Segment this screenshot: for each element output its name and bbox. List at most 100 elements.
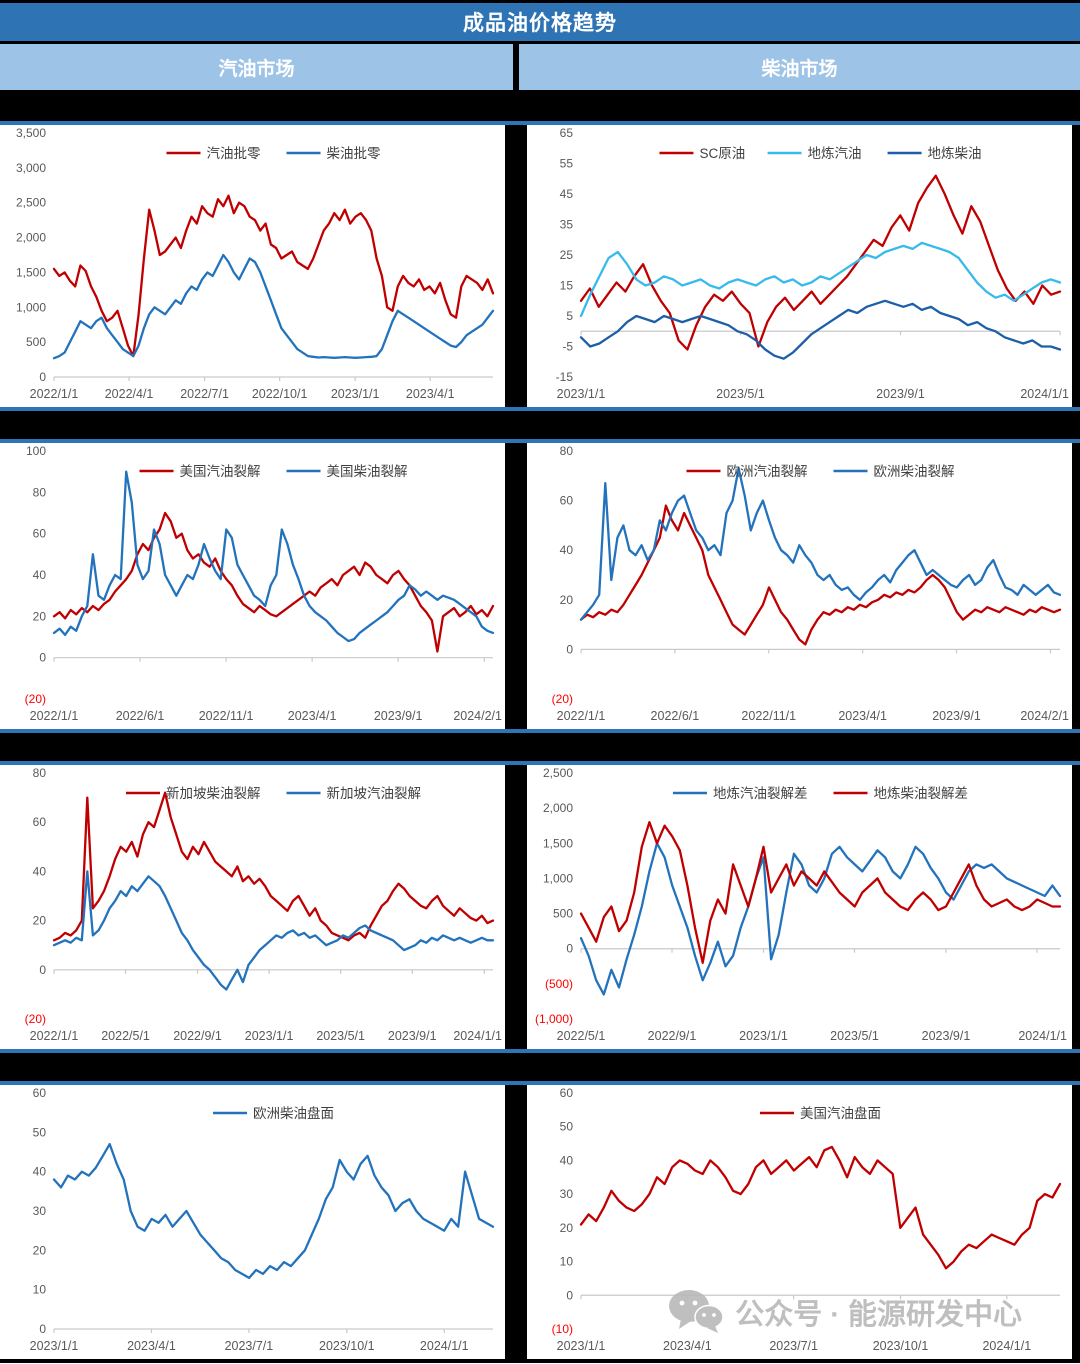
svg-text:欧洲柴油裂解: 欧洲柴油裂解 [874, 464, 955, 479]
svg-text:2022/6/1: 2022/6/1 [651, 709, 700, 723]
svg-text:新加坡柴油裂解: 新加坡柴油裂解 [166, 786, 261, 801]
svg-text:80: 80 [33, 766, 47, 780]
separator-band [0, 93, 1080, 125]
svg-text:0: 0 [39, 651, 46, 665]
svg-text:2022/1/1: 2022/1/1 [30, 387, 79, 401]
svg-text:2022/4/1: 2022/4/1 [105, 387, 154, 401]
svg-text:(20): (20) [552, 692, 573, 706]
svg-text:500: 500 [553, 907, 573, 921]
svg-text:2024/1/1: 2024/1/1 [1018, 1029, 1067, 1043]
svg-text:地炼汽油裂解差: 地炼汽油裂解差 [713, 786, 808, 801]
svg-text:40: 40 [33, 1165, 47, 1179]
svg-text:2022/11/1: 2022/11/1 [741, 709, 796, 723]
svg-text:2023/4/1: 2023/4/1 [127, 1339, 176, 1353]
svg-text:-5: -5 [562, 340, 573, 354]
svg-text:2023/10/1: 2023/10/1 [873, 1339, 929, 1353]
chart-europe-diesel-futures: 60 50 40 30 20 10 0 2023/1/1 2023/4/1 2023/7/1 202… [0, 1085, 505, 1359]
svg-text:汽油批零: 汽油批零 [207, 146, 261, 161]
svg-text:(20): (20) [25, 692, 46, 706]
svg-text:2,000: 2,000 [16, 231, 46, 245]
svg-text:40: 40 [560, 1153, 574, 1167]
svg-text:25: 25 [560, 248, 574, 262]
svg-text:2022/1/1: 2022/1/1 [30, 1029, 79, 1043]
svg-text:2023/1/1: 2023/1/1 [557, 387, 606, 401]
chart-row-2: 100 80 60 40 20 0 (20) 2022/1/1 2022/6/1 2022/11/… [0, 443, 1080, 729]
svg-text:2022/1/1: 2022/1/1 [557, 709, 606, 723]
svg-text:2023/7/1: 2023/7/1 [769, 1339, 818, 1353]
svg-text:2022/1/1: 2022/1/1 [30, 709, 79, 723]
svg-text:2023/1/1: 2023/1/1 [739, 1029, 788, 1043]
svg-text:1,000: 1,000 [543, 871, 573, 885]
svg-text:2023/7/1: 2023/7/1 [225, 1339, 274, 1353]
svg-text:2023/1/1: 2023/1/1 [30, 1339, 79, 1353]
svg-text:40: 40 [560, 543, 574, 557]
svg-text:2022/9/1: 2022/9/1 [173, 1029, 222, 1043]
svg-text:2023/5/1: 2023/5/1 [316, 1029, 365, 1043]
svg-text:1,500: 1,500 [16, 265, 46, 279]
svg-text:2,500: 2,500 [16, 196, 46, 210]
svg-text:2,500: 2,500 [543, 766, 573, 780]
svg-text:地炼汽油: 地炼汽油 [808, 146, 862, 161]
svg-text:20: 20 [33, 1243, 47, 1257]
svg-text:60: 60 [33, 527, 47, 541]
column-header-gasoline-market: 汽油市场 [0, 44, 513, 90]
svg-text:60: 60 [33, 1086, 47, 1100]
svg-text:2023/4/1: 2023/4/1 [838, 709, 887, 723]
svg-text:2024/1/1: 2024/1/1 [453, 1029, 502, 1043]
chart-gasoline-diesel-wholesale-retail: 3,500 3,000 2,500 2,000 1,500 1,000 500 0 2022/1… [0, 125, 505, 407]
separator-band [0, 1049, 1080, 1085]
svg-text:10: 10 [560, 1255, 574, 1269]
svg-text:(500): (500) [545, 977, 573, 991]
svg-text:(10): (10) [552, 1322, 573, 1336]
chart-row-4: 60 50 40 30 20 10 0 2023/1/1 2023/4/1 2023/7/1 202… [0, 1085, 1080, 1359]
svg-text:3,000: 3,000 [16, 161, 46, 175]
svg-text:60: 60 [560, 494, 574, 508]
svg-text:2023/5/1: 2023/5/1 [830, 1029, 879, 1043]
svg-text:50: 50 [33, 1125, 47, 1139]
svg-text:地炼柴油裂解差: 地炼柴油裂解差 [874, 786, 969, 801]
svg-text:0: 0 [39, 963, 46, 977]
svg-text:2023/1/1: 2023/1/1 [245, 1029, 294, 1043]
svg-text:1,500: 1,500 [543, 836, 573, 850]
svg-text:(1,000): (1,000) [535, 1012, 573, 1026]
svg-text:100: 100 [26, 444, 46, 458]
svg-text:2023/4/1: 2023/4/1 [288, 709, 337, 723]
svg-text:2023/9/1: 2023/9/1 [876, 387, 925, 401]
svg-text:2023/9/1: 2023/9/1 [932, 709, 981, 723]
bottom-border [0, 1359, 1080, 1363]
svg-text:2022/10/1: 2022/10/1 [252, 387, 308, 401]
svg-text:65: 65 [560, 126, 574, 140]
svg-text:60: 60 [560, 1086, 574, 1100]
svg-text:2023/4/1: 2023/4/1 [663, 1339, 712, 1353]
svg-text:55: 55 [560, 157, 574, 171]
svg-text:0: 0 [566, 642, 573, 656]
svg-text:2023/10/1: 2023/10/1 [319, 1339, 375, 1353]
column-divider [505, 1085, 527, 1359]
svg-text:35: 35 [560, 218, 574, 232]
svg-text:20: 20 [560, 593, 574, 607]
svg-text:2022/6/1: 2022/6/1 [116, 709, 165, 723]
svg-text:50: 50 [560, 1120, 574, 1134]
page-title: 成品油价格趋势 [0, 0, 1080, 44]
svg-text:45: 45 [560, 187, 574, 201]
svg-text:30: 30 [560, 1187, 574, 1201]
svg-text:2023/9/1: 2023/9/1 [922, 1029, 971, 1043]
svg-text:地炼柴油: 地炼柴油 [928, 146, 982, 161]
svg-text:新加坡汽油裂解: 新加坡汽油裂解 [327, 786, 422, 801]
chart-us-gasoline-futures: 60 50 40 30 20 10 0 (10) 2023/1/1 2023/4/1 2023/7/… [527, 1085, 1072, 1359]
column-divider [505, 765, 527, 1049]
svg-text:2024/1/1: 2024/1/1 [982, 1339, 1031, 1353]
svg-text:2023/1/1: 2023/1/1 [331, 387, 380, 401]
svg-text:0: 0 [566, 1288, 573, 1302]
svg-text:20: 20 [33, 609, 47, 623]
svg-text:2024/1/1: 2024/1/1 [420, 1339, 469, 1353]
svg-text:15: 15 [560, 279, 574, 293]
svg-text:0: 0 [39, 370, 46, 384]
svg-text:20: 20 [33, 914, 47, 928]
svg-text:1,000: 1,000 [16, 300, 46, 314]
svg-text:40: 40 [33, 568, 47, 582]
chart-refinery-crack-diff: 2,500 2,000 1,500 1,000 500 0 (500) (1,000) 2022… [527, 765, 1072, 1049]
chart-row-1: 3,500 3,000 2,500 2,000 1,500 1,000 500 0 2022/1… [0, 125, 1080, 407]
svg-text:0: 0 [39, 1322, 46, 1336]
column-divider [505, 125, 527, 407]
